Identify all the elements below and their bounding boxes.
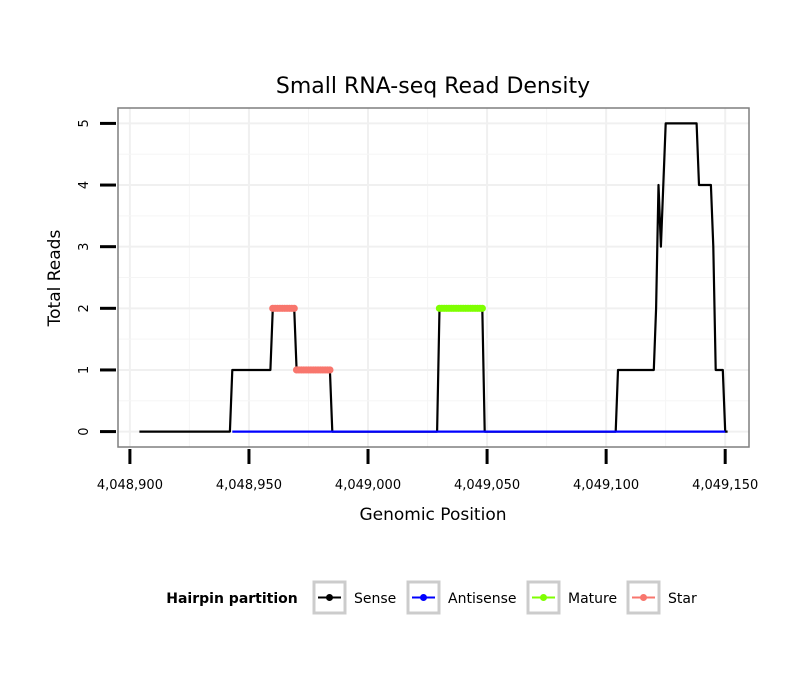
plot-series bbox=[139, 122, 728, 433]
legend-item-sense: Sense bbox=[312, 580, 396, 615]
legend-label: Mature bbox=[568, 591, 617, 607]
y-tick-label: 1 bbox=[77, 366, 92, 374]
legend-label: Sense bbox=[354, 591, 396, 607]
legend-item-antisense: Antisense bbox=[406, 580, 517, 615]
axis-ticks: 4,048,900 4,048,950 4,049,000 4,049,050 4,04… bbox=[77, 119, 758, 493]
legend-title: Hairpin partition bbox=[166, 591, 297, 607]
y-axis-title: Total Reads bbox=[45, 230, 65, 328]
legend-key-point bbox=[326, 594, 333, 601]
x-tick-label: 4,048,900 bbox=[97, 478, 163, 493]
x-tick-label: 4,049,000 bbox=[335, 478, 401, 493]
legend-key-point bbox=[420, 594, 427, 601]
legend-label: Antisense bbox=[448, 591, 517, 607]
data-point-star bbox=[326, 366, 334, 374]
data-point-star bbox=[290, 304, 298, 312]
y-tick-label: 5 bbox=[77, 119, 92, 127]
legend-key-point bbox=[540, 594, 547, 601]
legend-label: Star bbox=[668, 591, 697, 607]
y-tick-label: 3 bbox=[77, 243, 92, 251]
data-point-mature bbox=[478, 304, 486, 312]
x-tick-label: 4,049,100 bbox=[573, 478, 639, 493]
y-tick-label: 2 bbox=[77, 304, 92, 312]
y-tick-label: 0 bbox=[77, 427, 92, 435]
x-axis-title: Genomic Position bbox=[359, 505, 506, 525]
chart-title: Small RNA-seq Read Density bbox=[276, 74, 590, 99]
grid bbox=[118, 108, 749, 447]
legend-key-point bbox=[640, 594, 647, 601]
x-tick-label: 4,049,050 bbox=[454, 478, 520, 493]
legend-item-mature: Mature bbox=[526, 580, 617, 615]
legend-item-star: Star bbox=[626, 580, 697, 615]
legend: Hairpin partition Sense Antisense Mature St… bbox=[166, 580, 697, 615]
y-tick-label: 4 bbox=[77, 181, 92, 189]
x-tick-label: 4,049,150 bbox=[692, 478, 758, 493]
plot-panel-border bbox=[117, 107, 750, 448]
x-tick-label: 4,048,950 bbox=[216, 478, 282, 493]
